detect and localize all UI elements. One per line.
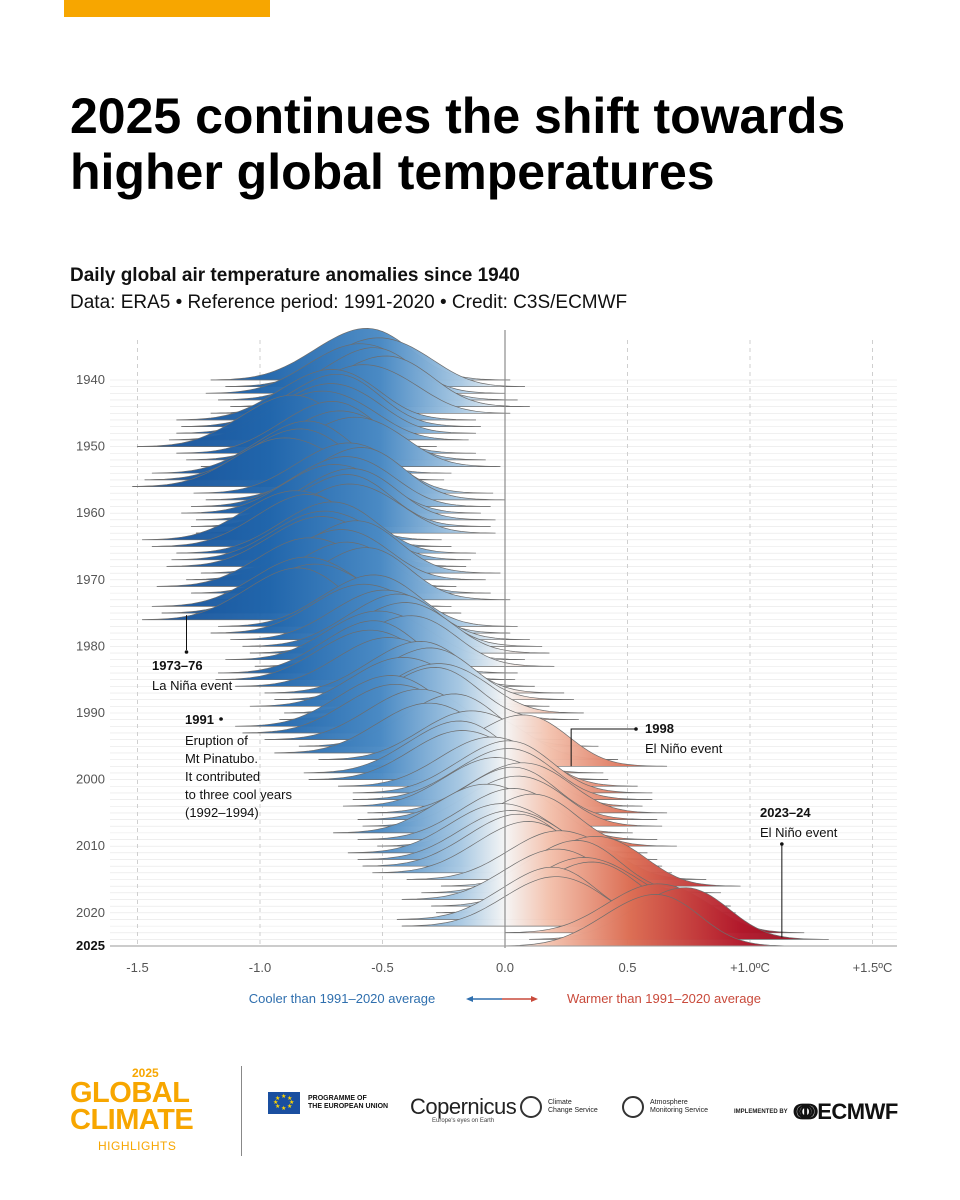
ecmwf-wordmark: ECMWF (817, 1099, 898, 1124)
anno-1991-text-3: to three cool years (185, 787, 292, 802)
anno-1973-dot (184, 650, 189, 654)
brand-line-2: CLIMATE (70, 1104, 194, 1136)
y-tick-label-2000: 2000 (76, 772, 105, 787)
anno-1998-dot (634, 727, 638, 731)
legend-warm-label: Warmer than 1991–2020 average (567, 991, 761, 1006)
y-tick-label-2010: 2010 (76, 838, 105, 853)
x-tick-label-6: +1.5ºC (853, 960, 893, 975)
ridge-layer (132, 328, 829, 947)
c3s-label-2: Change Service (548, 1107, 598, 1114)
copernicus-c-icon: C (410, 1094, 426, 1119)
anno-1991-dot (219, 717, 223, 721)
eu-programme-logo: ★ ★ ★ ★ ★ ★ ★ ★ PROGRAMME OF THE EUROPEA… (268, 1092, 388, 1114)
anno-2023-text-0: El Niño event (760, 825, 838, 840)
anno-2023-label: 2023–24 (760, 805, 811, 820)
ecmwf-logo: IMPLEMENTED BY ↈECMWF (734, 1099, 898, 1125)
brand-line-3: HIGHLIGHTS (98, 1139, 177, 1153)
annotation-layer: 1973–76 La Niña event 1991 Eruption of Mt Pi… (152, 615, 838, 938)
legend-layer: Cooler than 1991–2020 average Warmer than… (249, 991, 761, 1006)
data-credit: Data: ERA5 • Reference period: 1991-2020… (70, 292, 628, 313)
eu-label-1: PROGRAMME OF (308, 1095, 367, 1102)
anno-1998-leader (570, 728, 635, 767)
c3s-logo: Climate Change Service (520, 1096, 598, 1118)
anno-2023-dot (780, 842, 784, 846)
anno-1991-text-0: Eruption of (185, 733, 248, 748)
y-tick-label-1970: 1970 (76, 572, 105, 587)
brand-year: 2025 (132, 1066, 159, 1080)
implemented-by-label: IMPLEMENTED BY (734, 1109, 788, 1115)
ridge-2025 (499, 894, 800, 947)
y-tick-label-1950: 1950 (76, 439, 105, 454)
top-accent-bar (64, 0, 270, 17)
anno-1998-label: 1998 (645, 721, 674, 736)
brand-wordmark: GLOBAL CLIMATE (70, 1077, 194, 1136)
axis-layer: -1.5 -1.0 -0.5 0.0 0.5 +1.0ºC +1.5ºC 1940 1950 19… (76, 330, 897, 975)
footer-divider (241, 1066, 242, 1156)
cams-logo: Atmosphere Monitoring Service (622, 1096, 708, 1118)
c3s-label-1: Climate (548, 1099, 572, 1106)
page-title: 2025 continues the shift towards higher … (70, 88, 846, 200)
y-tick-label-1940: 1940 (76, 372, 105, 387)
atmosphere-icon (622, 1096, 644, 1118)
anno-1991-text-4: (1992–1994) (185, 805, 259, 820)
x-tick-label-0: -1.5 (126, 960, 148, 975)
eu-label-2: THE EUROPEAN UNION (308, 1103, 389, 1110)
ecmwf-mark-icon: ↈ (793, 1099, 818, 1124)
anno-1973-label: 1973–76 (152, 658, 203, 673)
anno-1991-text-1: Mt Pinatubo. (185, 751, 258, 766)
copernicus-tagline: Europe's eyes on Earth (432, 1118, 495, 1124)
legend-cool-arrowhead (466, 996, 473, 1002)
y-tick-label-1960: 1960 (76, 505, 105, 520)
legend-cool-label: Cooler than 1991–2020 average (249, 991, 435, 1006)
brand-line-1: GLOBAL (70, 1077, 190, 1109)
x-tick-label-4: 0.5 (618, 960, 636, 975)
x-tick-label-5: +1.0ºC (730, 960, 770, 975)
copernicus-logo: Copernicus Europe's eyes on Earth (410, 1094, 517, 1124)
y-tick-label-2025: 2025 (76, 938, 105, 953)
cams-label-1: Atmosphere (650, 1099, 688, 1106)
y-tick-label-2020: 2020 (76, 905, 105, 920)
x-tick-label-2: -0.5 (371, 960, 393, 975)
anno-1998-text-0: El Niño event (645, 741, 723, 756)
anno-1991-text-2: It contributed (185, 769, 260, 784)
anno-1991-label: 1991 (185, 712, 214, 727)
x-tick-label-3: 0.0 (496, 960, 514, 975)
ridgeline-chart: -1.5 -1.0 -0.5 0.0 0.5 +1.0ºC +1.5ºC 1940 1950 19… (76, 328, 897, 1006)
chart-subtitle: Daily global air temperature anomalies s… (70, 265, 520, 286)
thermometer-icon (520, 1096, 542, 1118)
eu-flag-icon: ★ ★ ★ ★ ★ ★ ★ ★ (268, 1092, 300, 1114)
legend-warm-arrowhead (531, 996, 538, 1002)
y-tick-label-1980: 1980 (76, 638, 105, 653)
y-tick-label-1990: 1990 (76, 705, 105, 720)
copernicus-wordmark: opernicus (425, 1094, 517, 1119)
x-tick-label-1: -1.0 (249, 960, 271, 975)
cams-label-2: Monitoring Service (650, 1107, 708, 1114)
anno-1973-text-0: La Niña event (152, 678, 233, 693)
